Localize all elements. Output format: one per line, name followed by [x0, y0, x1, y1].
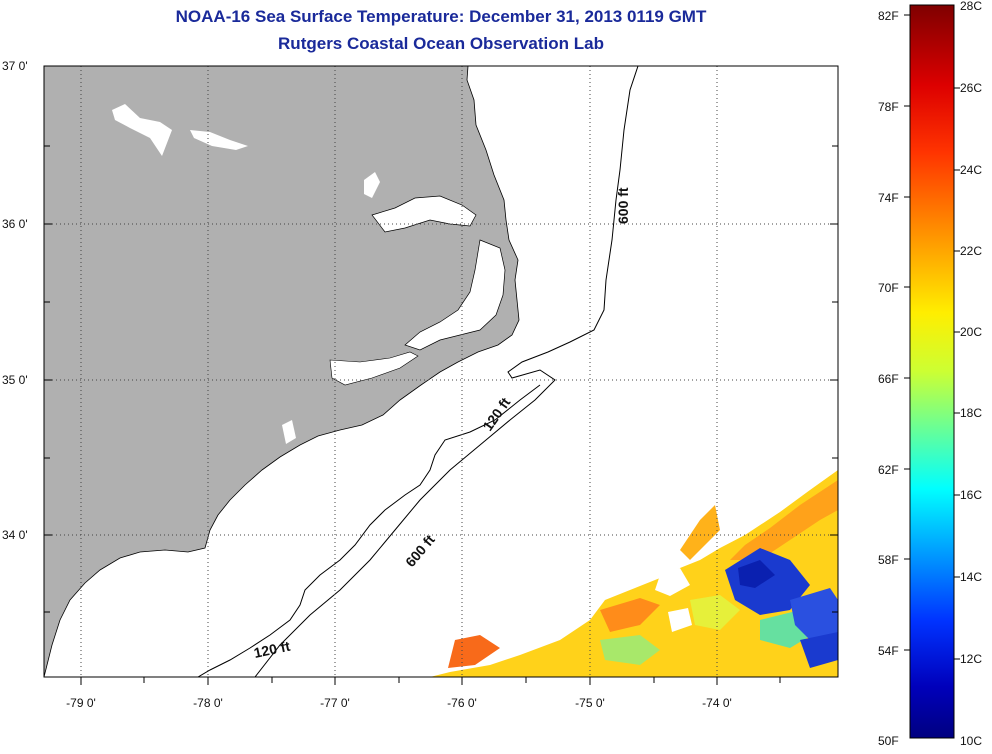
lake-4: [282, 420, 296, 444]
celsius-label: 20C: [960, 325, 982, 339]
celsius-label: 28C: [960, 0, 982, 13]
contour-600ft: [254, 66, 639, 677]
fahrenheit-label: 74F: [878, 191, 899, 205]
lon-label: -75 0': [575, 696, 605, 710]
axis-ticks: [44, 65, 838, 685]
lat-label: 35 0': [2, 373, 28, 387]
pamlico-sound: [404, 239, 506, 351]
graticule: [44, 66, 838, 677]
celsius-label: 10C: [960, 734, 982, 748]
lake-3: [364, 172, 380, 198]
lat-label: 34 0': [2, 528, 28, 542]
celsius-label: 18C: [960, 406, 982, 420]
lon-label: -79 0': [66, 696, 96, 710]
contour-120ft: [197, 384, 541, 677]
pamlico-river: [329, 351, 419, 386]
fahrenheit-label: 58F: [878, 553, 899, 567]
fahrenheit-label: 66F: [878, 372, 899, 386]
lon-label: -76 0': [447, 696, 477, 710]
contour-label: 600 ft: [615, 187, 631, 224]
map-frame: [43, 65, 839, 678]
sst-data-swath: [430, 470, 838, 677]
fahrenheit-label: 78F: [878, 100, 899, 114]
celsius-label: 26C: [960, 81, 982, 95]
celsius-label: 22C: [960, 244, 982, 258]
celsius-label: 14C: [960, 570, 982, 584]
colorbar-ticks: [904, 14, 960, 660]
depth-contours: [197, 66, 639, 677]
albemarle-sound: [371, 195, 477, 233]
fahrenheit-label: 62F: [878, 463, 899, 477]
temperature-colorbar: [909, 4, 955, 739]
fahrenheit-label: 70F: [878, 281, 899, 295]
lat-label: 36 0': [2, 217, 28, 231]
lake-2: [190, 130, 248, 150]
map-subtitle: Rutgers Coastal Ocean Observation Lab: [278, 34, 604, 53]
contour-label: 120 ft: [252, 638, 291, 661]
fahrenheit-label: 54F: [878, 644, 899, 658]
lon-label: -77 0': [320, 696, 350, 710]
lon-label: -74 0': [702, 696, 732, 710]
map-title: NOAA-16 Sea Surface Temperature: Decembe…: [175, 7, 707, 26]
fahrenheit-label: 82F: [878, 9, 899, 23]
celsius-label: 24C: [960, 163, 982, 177]
lon-label: -78 0': [193, 696, 223, 710]
lake-1: [112, 104, 172, 156]
lat-label: 37 0': [2, 59, 28, 73]
celsius-label: 12C: [960, 652, 982, 666]
fahrenheit-label: 50F: [878, 734, 899, 748]
celsius-label: 16C: [960, 488, 982, 502]
